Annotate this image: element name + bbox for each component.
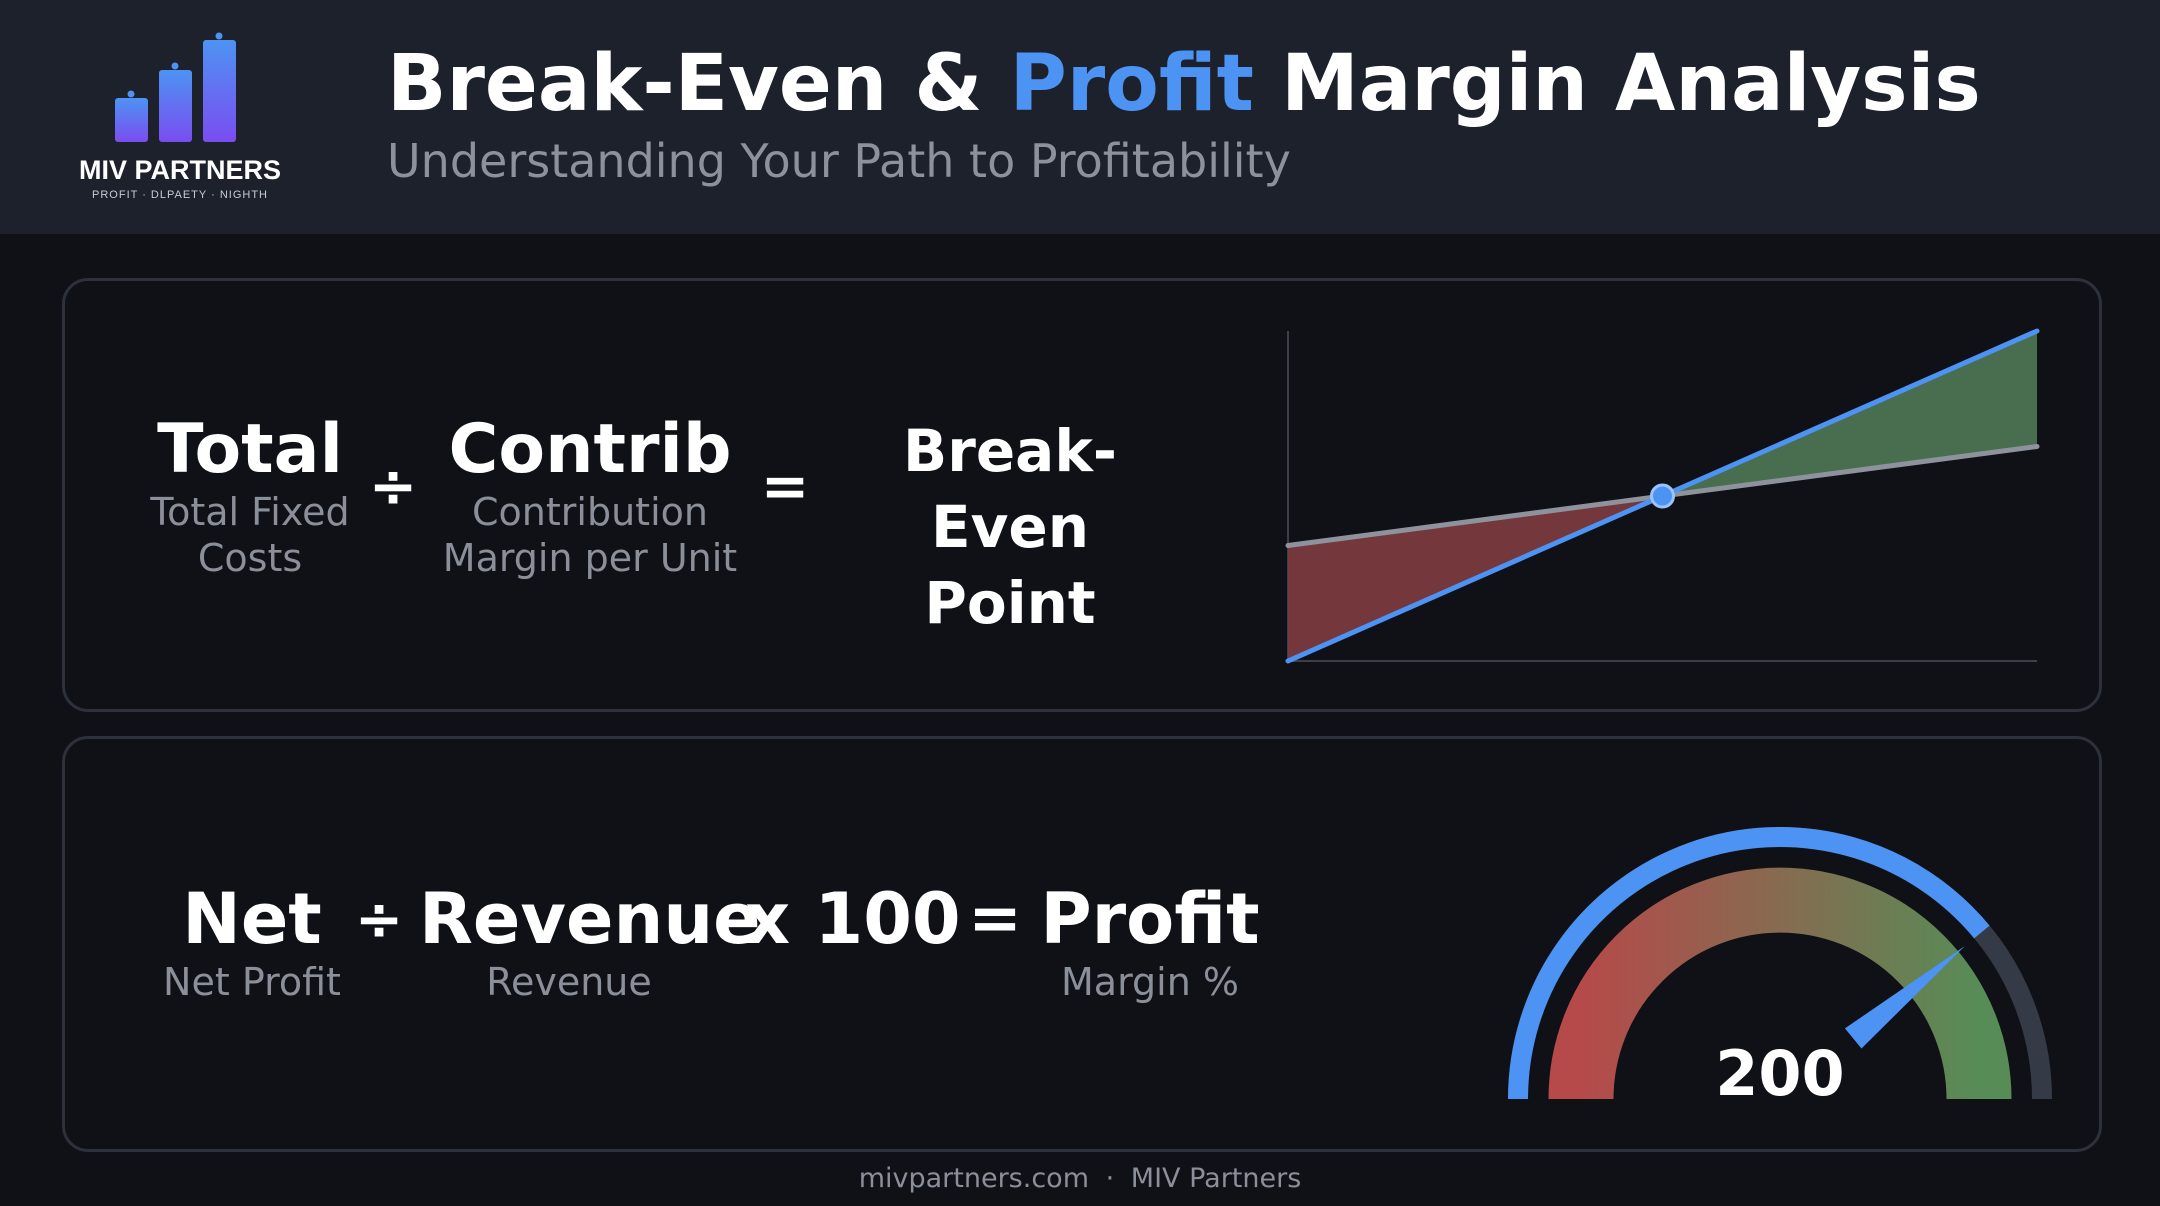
equals-operator-2: = [968,882,1022,956]
term-profit-label: Profit [1040,878,1260,960]
term-profit-caption: Margin % [1061,960,1239,1004]
term-net-label: Net [182,878,322,960]
formula-result: Break-Even Point [825,413,1195,641]
profit-margin-gauge: 200 [1508,827,2052,1110]
equals-operator: = [760,452,810,520]
break-even-chart [1285,328,2040,664]
formula-term-contrib: Contrib Contribution Margin per Unit [435,411,745,581]
term-revenue-label: Revenue [419,878,761,960]
break-even-point [1650,483,1675,509]
formula-term-profit: Profit Margin % [1035,879,1265,1005]
logo: MIV PARTNERS PROFIT · DLPAETY · NIGHTH [70,28,290,208]
page-subtitle: Understanding Your Path to Profitability [387,134,1291,188]
multiplier: x 100 [745,878,961,960]
header-bar: MIV PARTNERS PROFIT · DLPAETY · NIGHTH B… [0,0,2160,234]
footer-company: MIV Partners [1130,1163,1302,1194]
term-revenue-caption: Revenue [486,960,652,1004]
break-even-card: Total Total Fixed Costs ÷ Contrib Contri… [62,278,2102,712]
gauge-color-band [1548,867,2012,1100]
term-contrib-label: Contrib [448,410,732,489]
term-total-label: Total [157,410,343,489]
formula-term-total: Total Total Fixed Costs [130,411,370,581]
term-total-caption-2: Costs [197,536,303,580]
gauge-needle [1844,946,1965,1049]
title-part-1: Break-Even & [387,39,1010,129]
bar-chart-logo-icon [115,32,236,142]
footer-separator: · [1105,1163,1115,1194]
result-line-1: Break-Even [903,417,1117,561]
gauge-value-arc [1508,827,1990,1100]
formula-term-net: Net Net Profit [137,879,367,1005]
title-accent: Profit [1009,39,1254,129]
formula-term-revenue: Revenue Revenue [419,878,761,1005]
page-title: Break-Even & Profit Margin Analysis [387,40,1981,128]
result-line-2: Point [924,569,1096,637]
divide-operator: ÷ [368,452,418,520]
profit-margin-card: Net Net Profit ÷ Revenue Revenue x 100 =… [62,736,2102,1152]
logo-name: MIV PARTNERS [78,155,281,185]
footer: mivpartners.com · MIV Partners [0,1163,2160,1194]
term-contrib-caption-2: Margin per Unit [442,536,738,580]
term-net-caption: Net Profit [163,960,341,1004]
term-contrib-caption-1: Contribution [472,490,708,534]
term-total-caption-1: Total Fixed [150,490,350,534]
title-part-2: Margin Analysis [1253,39,1981,129]
footer-site-link[interactable]: mivpartners.com [858,1163,1089,1194]
divide-operator-2: ÷ [354,885,404,953]
logo-tagline: PROFIT · DLPAETY · NIGHTH [92,189,268,201]
gauge-value-label: 200 [1715,1037,1844,1110]
